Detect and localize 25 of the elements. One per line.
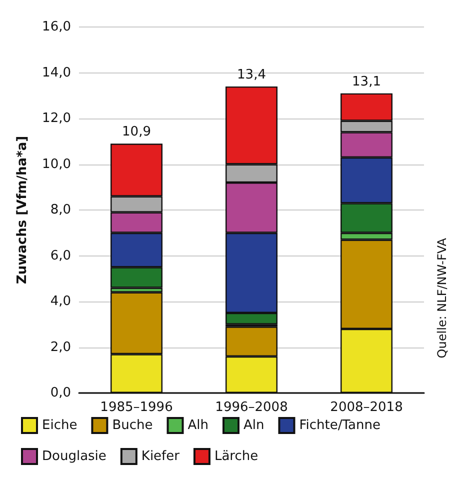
legend-label: Eiche	[42, 418, 78, 433]
x-tick-label: 2008–2018	[330, 400, 403, 415]
y-tick-label: 2,0	[50, 340, 71, 355]
y-tick-label: 12,0	[42, 111, 71, 126]
y-tick-label: 6,0	[50, 248, 71, 264]
y-axis-title: Zuwachs [Vfm/ha*a]	[15, 136, 30, 284]
y-tick-label: 0,0	[50, 386, 71, 400]
legend-label: Alh	[188, 418, 209, 433]
total-label: 13,1	[352, 74, 381, 90]
total-label: 13,4	[237, 67, 266, 82]
y-tick-label: 4,0	[50, 294, 71, 309]
legend-label: Kiefer	[141, 449, 180, 464]
y-tick-label: 14,0	[42, 65, 71, 80]
x-tick-label: 1985–1996	[100, 400, 173, 415]
source-note: Quelle: NLF/NW-FVA	[435, 237, 449, 358]
x-tick-label: 1996–2008	[215, 400, 288, 415]
y-tick-label: 10,0	[42, 156, 71, 172]
y-tick-label: 16,0	[42, 20, 71, 34]
y-tick-label: 8,0	[50, 202, 71, 218]
total-label: 10,9	[122, 124, 151, 140]
legend-label: Douglasie	[42, 449, 106, 464]
legend-label: Fichte/Tanne	[299, 418, 380, 433]
legend-label: Buche	[112, 418, 153, 433]
legend-label: Lärche	[214, 449, 258, 464]
legend-label: Aln	[243, 418, 264, 433]
